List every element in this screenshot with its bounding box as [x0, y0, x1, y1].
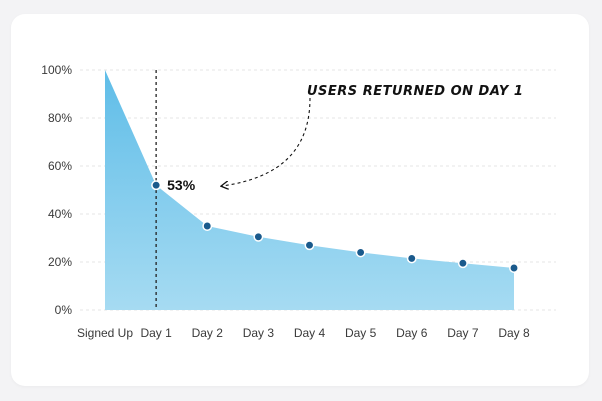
x-tick-label: Day 3 [243, 326, 275, 340]
y-tick-label: 60% [48, 159, 72, 173]
y-tick-label: 40% [48, 207, 72, 221]
data-point [253, 231, 264, 242]
data-point [457, 258, 468, 269]
data-point [406, 253, 417, 264]
x-tick-label: Day 4 [294, 326, 326, 340]
y-axis-ticks: 100% 80% 60% 40% 20% 0% [41, 63, 72, 317]
data-markers [151, 180, 519, 273]
y-tick-label: 80% [48, 111, 72, 125]
x-tick-label: Day 1 [140, 326, 172, 340]
x-tick-label: Day 8 [498, 326, 530, 340]
x-tick-label: Day 7 [447, 326, 479, 340]
x-tick-label: Day 2 [192, 326, 224, 340]
x-tick-label: Day 6 [396, 326, 428, 340]
data-point [509, 263, 519, 273]
y-tick-label: 20% [48, 255, 72, 269]
retention-area [105, 70, 514, 310]
day1-value-label: 53% [167, 177, 196, 193]
data-point [151, 180, 162, 191]
annotation-text: USERS RETURNED ON DAY 1 [307, 84, 523, 99]
data-point [355, 247, 366, 258]
annotation-arrow [222, 97, 311, 186]
data-point [202, 221, 213, 231]
y-tick-label: 0% [55, 303, 73, 317]
x-tick-label: Day 5 [345, 326, 377, 340]
x-tick-label: Signed Up [77, 326, 133, 340]
y-tick-label: 100% [41, 63, 72, 77]
data-point [304, 240, 315, 251]
x-axis-ticks: Signed Up Day 1 Day 2 Day 3 Day 4 Day 5 Day 6 D… [77, 326, 530, 340]
